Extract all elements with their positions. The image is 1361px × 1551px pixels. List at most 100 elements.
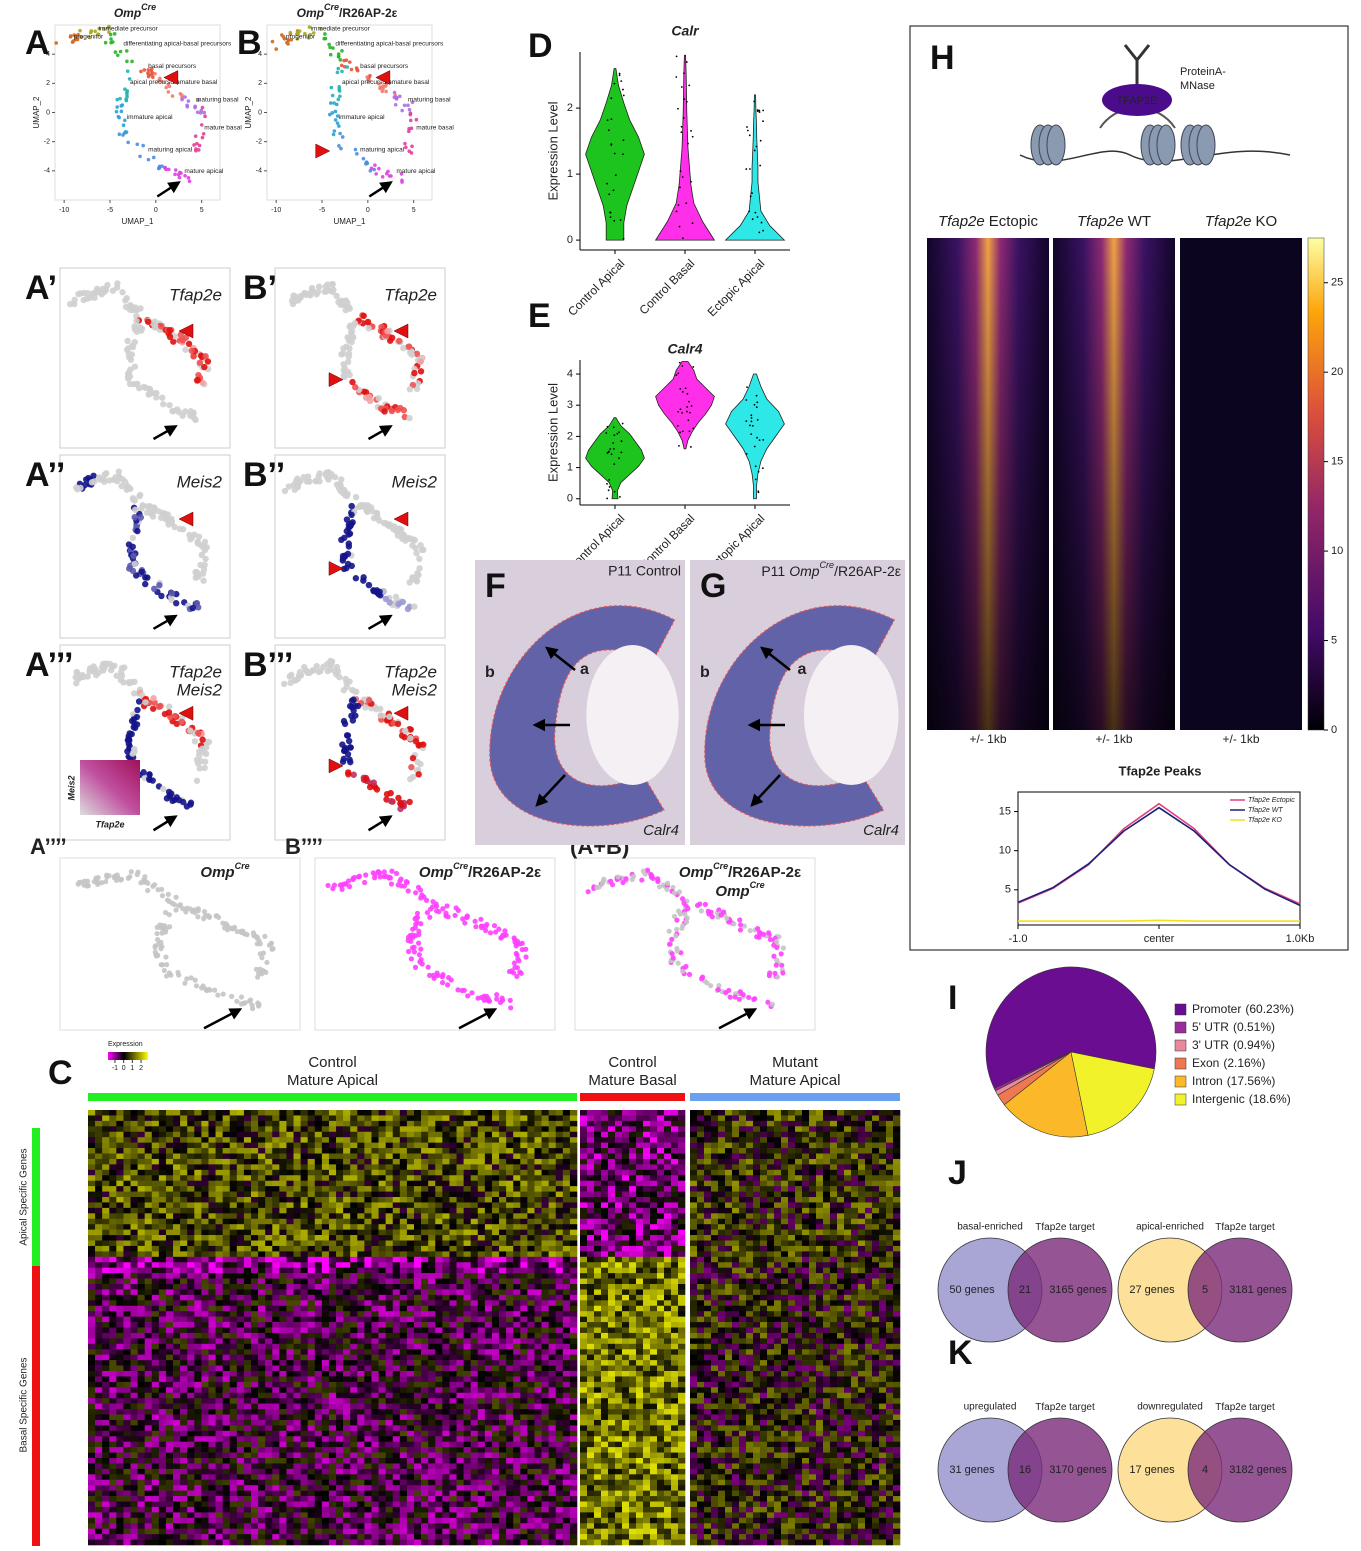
heat-cell xyxy=(251,1360,258,1366)
heat-cell xyxy=(187,1208,194,1214)
heat-cell xyxy=(208,1115,215,1121)
heat-cell xyxy=(301,1393,308,1399)
umap-cell xyxy=(329,281,335,287)
heat-cell xyxy=(244,1512,251,1518)
heat-cell xyxy=(343,1192,350,1198)
heat-cell xyxy=(230,1376,237,1382)
umap-cell xyxy=(395,96,399,100)
heat-cell xyxy=(102,1502,109,1508)
heat-cell xyxy=(301,1213,308,1219)
heat-cell xyxy=(138,1241,145,1247)
heat-cell xyxy=(138,1175,145,1181)
heat-cell xyxy=(244,1322,251,1328)
panel-letter: B’’’’ xyxy=(285,834,323,859)
umap-cell xyxy=(678,911,683,916)
heat-cell xyxy=(95,1415,102,1421)
heat-cell xyxy=(138,1496,145,1502)
heat-cell xyxy=(88,1431,95,1437)
heat-cell xyxy=(230,1148,237,1154)
heat-cell xyxy=(301,1523,308,1529)
umap-cell xyxy=(363,775,369,781)
heat-cell xyxy=(272,1132,279,1138)
heat-cell xyxy=(131,1230,138,1236)
heat-cell xyxy=(159,1496,166,1502)
heat-cell xyxy=(201,1512,208,1518)
umap-cell xyxy=(340,49,344,53)
heat-cell xyxy=(322,1409,329,1415)
heat-cell xyxy=(251,1208,258,1214)
heat-cell xyxy=(279,1442,286,1448)
heat-cell xyxy=(322,1540,329,1546)
heat-cell xyxy=(194,1219,201,1225)
heat-cell xyxy=(180,1115,187,1121)
heat-cell xyxy=(180,1474,187,1480)
heat-cell xyxy=(230,1382,237,1388)
heat-cell xyxy=(88,1268,95,1274)
heat-cell xyxy=(322,1241,329,1247)
heat-cell xyxy=(159,1202,166,1208)
heat-cell xyxy=(166,1279,173,1285)
heat-cell xyxy=(216,1360,223,1366)
heat-cell xyxy=(187,1447,194,1453)
heat-cell xyxy=(265,1148,272,1154)
heat-cell xyxy=(357,1317,364,1323)
heat-cell xyxy=(123,1496,130,1502)
heat-cell xyxy=(322,1328,329,1334)
heat-cell xyxy=(357,1181,364,1187)
heat-cell xyxy=(102,1447,109,1453)
heat-cell xyxy=(131,1148,138,1154)
heat-cell xyxy=(308,1154,315,1160)
heat-cell xyxy=(322,1474,329,1480)
heat-cell xyxy=(230,1420,237,1426)
heat-cell xyxy=(159,1219,166,1225)
heat-cell xyxy=(294,1360,301,1366)
heat-cell xyxy=(95,1447,102,1453)
heat-cell xyxy=(187,1496,194,1502)
heat-cell xyxy=(123,1463,130,1469)
heat-cell xyxy=(272,1159,279,1165)
heat-cell xyxy=(201,1121,208,1127)
heat-cell xyxy=(272,1164,279,1170)
heat-cell xyxy=(230,1463,237,1469)
heat-cell xyxy=(131,1480,138,1486)
heat-cell xyxy=(173,1175,180,1181)
heat-cell xyxy=(187,1154,194,1160)
heat-cell xyxy=(350,1192,357,1198)
heat-cell xyxy=(166,1447,173,1453)
heat-cell xyxy=(350,1485,357,1491)
heat-cell xyxy=(244,1202,251,1208)
heat-cell xyxy=(173,1208,180,1214)
heat-cell xyxy=(265,1328,272,1334)
heat-cell xyxy=(152,1230,159,1236)
umap-cell xyxy=(136,698,142,704)
heat-cell xyxy=(279,1121,286,1127)
umap-cell xyxy=(340,350,346,356)
heat-cell xyxy=(187,1181,194,1187)
heat-cell xyxy=(166,1322,173,1328)
umap-cell xyxy=(387,875,392,880)
umap-cell xyxy=(93,289,99,295)
umap-cell xyxy=(145,888,150,893)
umap-cell xyxy=(194,983,199,988)
heat-cell xyxy=(315,1436,322,1442)
heat-cell xyxy=(88,1333,95,1339)
heat-cell xyxy=(251,1436,258,1442)
heat-cell xyxy=(350,1148,357,1154)
heat-cell xyxy=(251,1311,258,1317)
heat-cell xyxy=(173,1458,180,1464)
heat-cell xyxy=(244,1143,251,1149)
heat-cell xyxy=(216,1376,223,1382)
heat-cell xyxy=(95,1507,102,1513)
heat-cell xyxy=(173,1491,180,1497)
heat-cell xyxy=(364,1143,371,1149)
heat-cell xyxy=(286,1154,293,1160)
heat-cell xyxy=(315,1137,322,1143)
umap-cell xyxy=(780,970,785,975)
heat-cell xyxy=(116,1235,123,1241)
heat-cell xyxy=(230,1360,237,1366)
heat-cell xyxy=(294,1480,301,1486)
heat-cell xyxy=(294,1333,301,1339)
heat-cell xyxy=(343,1284,350,1290)
heat-cell xyxy=(216,1463,223,1469)
umap-cell xyxy=(173,600,179,606)
